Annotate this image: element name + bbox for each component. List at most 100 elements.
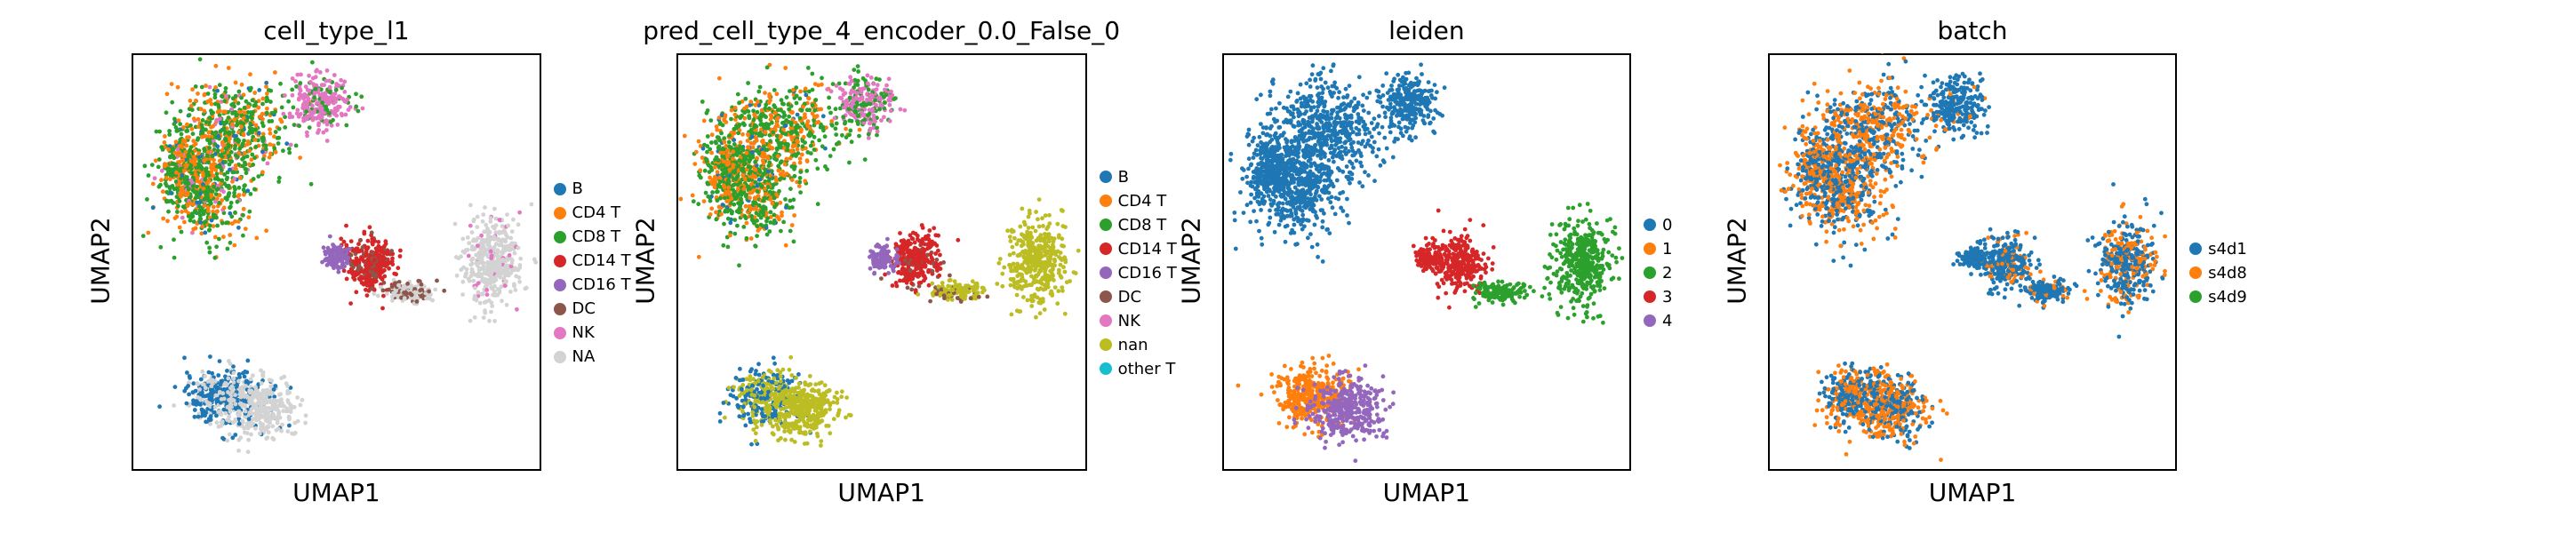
data-point bbox=[257, 88, 262, 92]
data-point bbox=[223, 160, 228, 164]
data-point bbox=[517, 280, 523, 284]
data-point bbox=[882, 87, 887, 92]
data-point bbox=[788, 187, 793, 192]
data-point bbox=[735, 163, 740, 169]
data-point bbox=[884, 92, 888, 98]
data-point bbox=[874, 87, 879, 92]
data-point bbox=[743, 156, 748, 162]
data-point bbox=[833, 126, 837, 131]
data-point bbox=[264, 414, 269, 418]
data-point bbox=[216, 373, 221, 378]
data-point bbox=[708, 118, 713, 123]
data-point bbox=[183, 178, 188, 182]
data-point bbox=[784, 171, 789, 177]
data-point bbox=[742, 115, 747, 121]
data-point bbox=[261, 131, 267, 137]
data-point bbox=[178, 225, 182, 230]
data-point bbox=[354, 290, 359, 295]
data-point bbox=[492, 279, 497, 284]
data-point bbox=[748, 236, 754, 242]
data-point bbox=[218, 129, 223, 134]
data-point bbox=[356, 108, 361, 114]
data-point bbox=[479, 273, 484, 278]
data-point bbox=[256, 395, 260, 401]
data-point bbox=[207, 115, 212, 121]
data-point bbox=[206, 198, 212, 203]
data-point bbox=[273, 70, 278, 76]
data-point bbox=[246, 437, 252, 442]
data-point bbox=[886, 98, 891, 103]
data-point bbox=[743, 194, 748, 199]
data-point bbox=[268, 406, 274, 411]
data-point bbox=[467, 241, 472, 246]
data-point bbox=[857, 127, 862, 132]
data-point bbox=[260, 112, 265, 116]
data-point bbox=[791, 213, 796, 219]
data-point bbox=[813, 158, 818, 163]
data-point bbox=[174, 195, 180, 200]
data-point bbox=[250, 98, 255, 103]
data-point bbox=[265, 435, 270, 441]
data-point bbox=[381, 293, 387, 298]
data-point bbox=[740, 121, 746, 126]
data-point bbox=[189, 215, 194, 219]
data-point bbox=[765, 185, 771, 190]
data-point bbox=[221, 120, 227, 125]
data-point bbox=[276, 398, 282, 403]
data-point bbox=[191, 227, 196, 232]
data-point bbox=[701, 199, 707, 204]
data-point bbox=[483, 205, 488, 211]
data-point bbox=[191, 188, 196, 193]
data-point bbox=[786, 102, 790, 107]
data-point bbox=[232, 185, 237, 190]
data-point bbox=[804, 107, 810, 113]
data-point bbox=[489, 249, 493, 254]
data-point bbox=[772, 195, 777, 201]
data-point bbox=[208, 223, 213, 228]
data-point bbox=[206, 149, 212, 155]
data-point bbox=[732, 168, 737, 173]
data-point bbox=[756, 194, 761, 199]
data-point bbox=[833, 132, 838, 138]
data-point bbox=[174, 170, 180, 175]
data-point bbox=[759, 107, 764, 113]
data-point bbox=[201, 410, 205, 416]
data-point bbox=[881, 115, 886, 120]
data-point bbox=[738, 196, 743, 202]
data-point bbox=[218, 410, 223, 414]
data-point bbox=[860, 100, 866, 106]
data-point bbox=[866, 136, 871, 140]
data-point bbox=[200, 131, 205, 136]
data-point bbox=[500, 298, 505, 304]
data-point bbox=[264, 147, 268, 152]
data-point bbox=[804, 158, 810, 163]
data-point bbox=[176, 203, 181, 209]
data-point bbox=[206, 160, 212, 165]
data-point bbox=[724, 171, 729, 176]
data-point bbox=[274, 150, 278, 155]
data-point bbox=[744, 236, 748, 241]
data-point bbox=[287, 111, 292, 116]
data-point bbox=[475, 225, 480, 230]
legend-swatch bbox=[553, 326, 566, 339]
data-point bbox=[753, 244, 758, 249]
data-point bbox=[874, 132, 879, 138]
data-point bbox=[178, 122, 183, 127]
data-point bbox=[299, 72, 304, 77]
data-point bbox=[210, 131, 215, 136]
data-point bbox=[170, 82, 174, 87]
data-point bbox=[797, 179, 802, 185]
data-point bbox=[270, 391, 276, 396]
data-point bbox=[763, 106, 767, 111]
data-point bbox=[487, 319, 492, 323]
data-point bbox=[782, 197, 788, 202]
data-point bbox=[489, 266, 493, 272]
data-point bbox=[764, 219, 769, 224]
data-point bbox=[141, 234, 146, 239]
data-point bbox=[220, 154, 225, 159]
data-point bbox=[252, 103, 257, 108]
data-point bbox=[748, 208, 753, 213]
panel-title: pred_cell_type_4_encoder_0.0_False_0 bbox=[643, 16, 1121, 45]
data-point bbox=[269, 111, 275, 115]
data-point bbox=[846, 132, 852, 138]
